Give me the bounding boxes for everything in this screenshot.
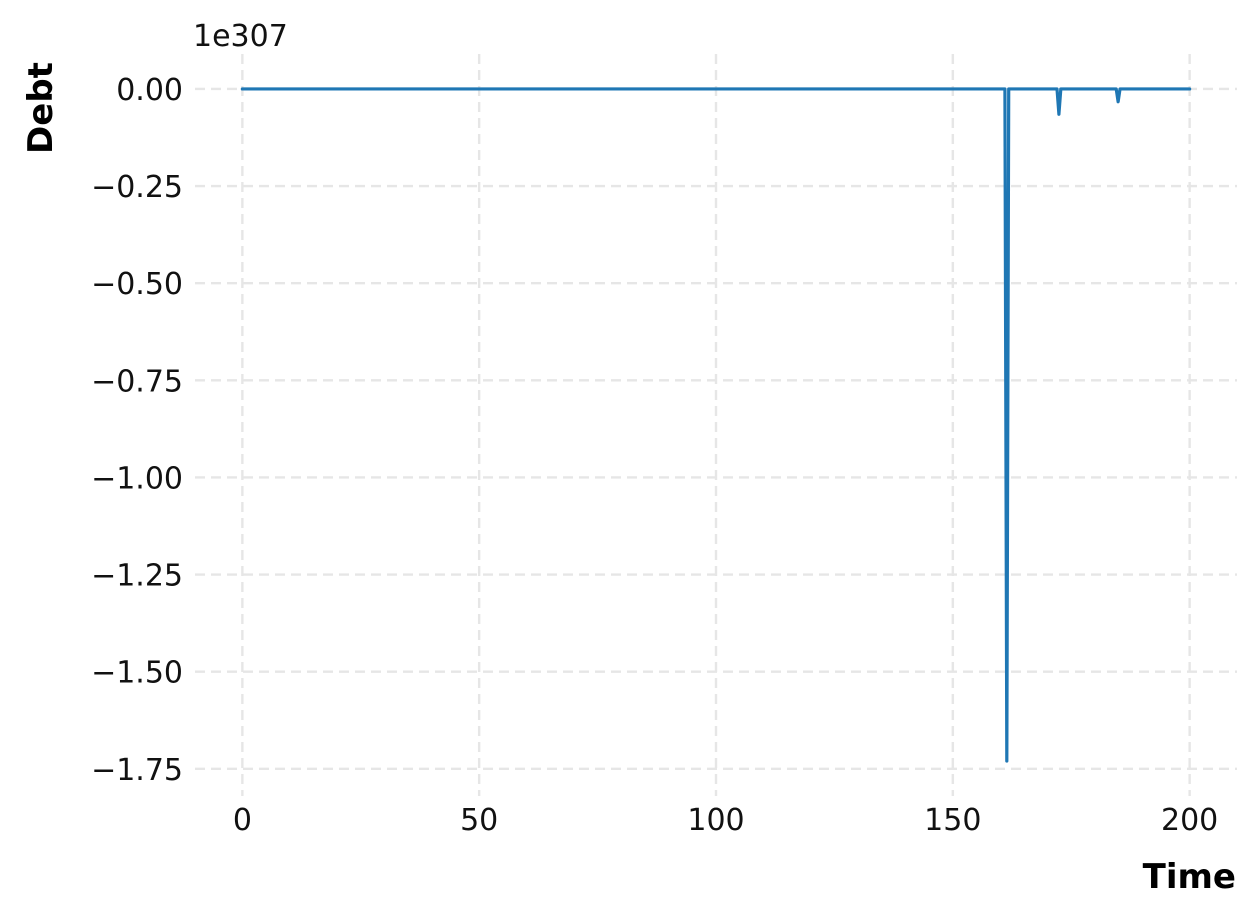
x-axis-label: Time (1143, 857, 1236, 897)
y-tick-label: −1.50 (91, 656, 183, 691)
x-tick-label: 100 (687, 803, 744, 838)
x-tick-label: 50 (460, 803, 498, 838)
grid (195, 54, 1237, 796)
x-tick-label: 0 (233, 803, 252, 838)
y-tick-label: −1.00 (91, 461, 183, 496)
y-offset-label: 1e307 (193, 19, 288, 54)
y-tick-label: −0.50 (91, 267, 183, 302)
x-tick-labels: 0 50 100 150 200 (233, 803, 1218, 838)
y-axis-label: Debt (21, 62, 61, 154)
y-tick-label: −0.75 (91, 364, 183, 399)
y-tick-label: −0.25 (91, 170, 183, 205)
y-tick-label: −1.75 (91, 753, 183, 788)
series-group (240, 87, 1192, 763)
x-tick-label: 200 (1161, 803, 1218, 838)
y-tick-label: −1.25 (91, 559, 183, 594)
series-line (240, 87, 1192, 763)
x-tick-label: 150 (924, 803, 981, 838)
y-tick-label: 0.00 (116, 73, 183, 108)
y-tick-labels: 0.00 −0.25 −0.50 −0.75 −1.00 −1.25 −1.50 −1.75 (91, 73, 183, 788)
